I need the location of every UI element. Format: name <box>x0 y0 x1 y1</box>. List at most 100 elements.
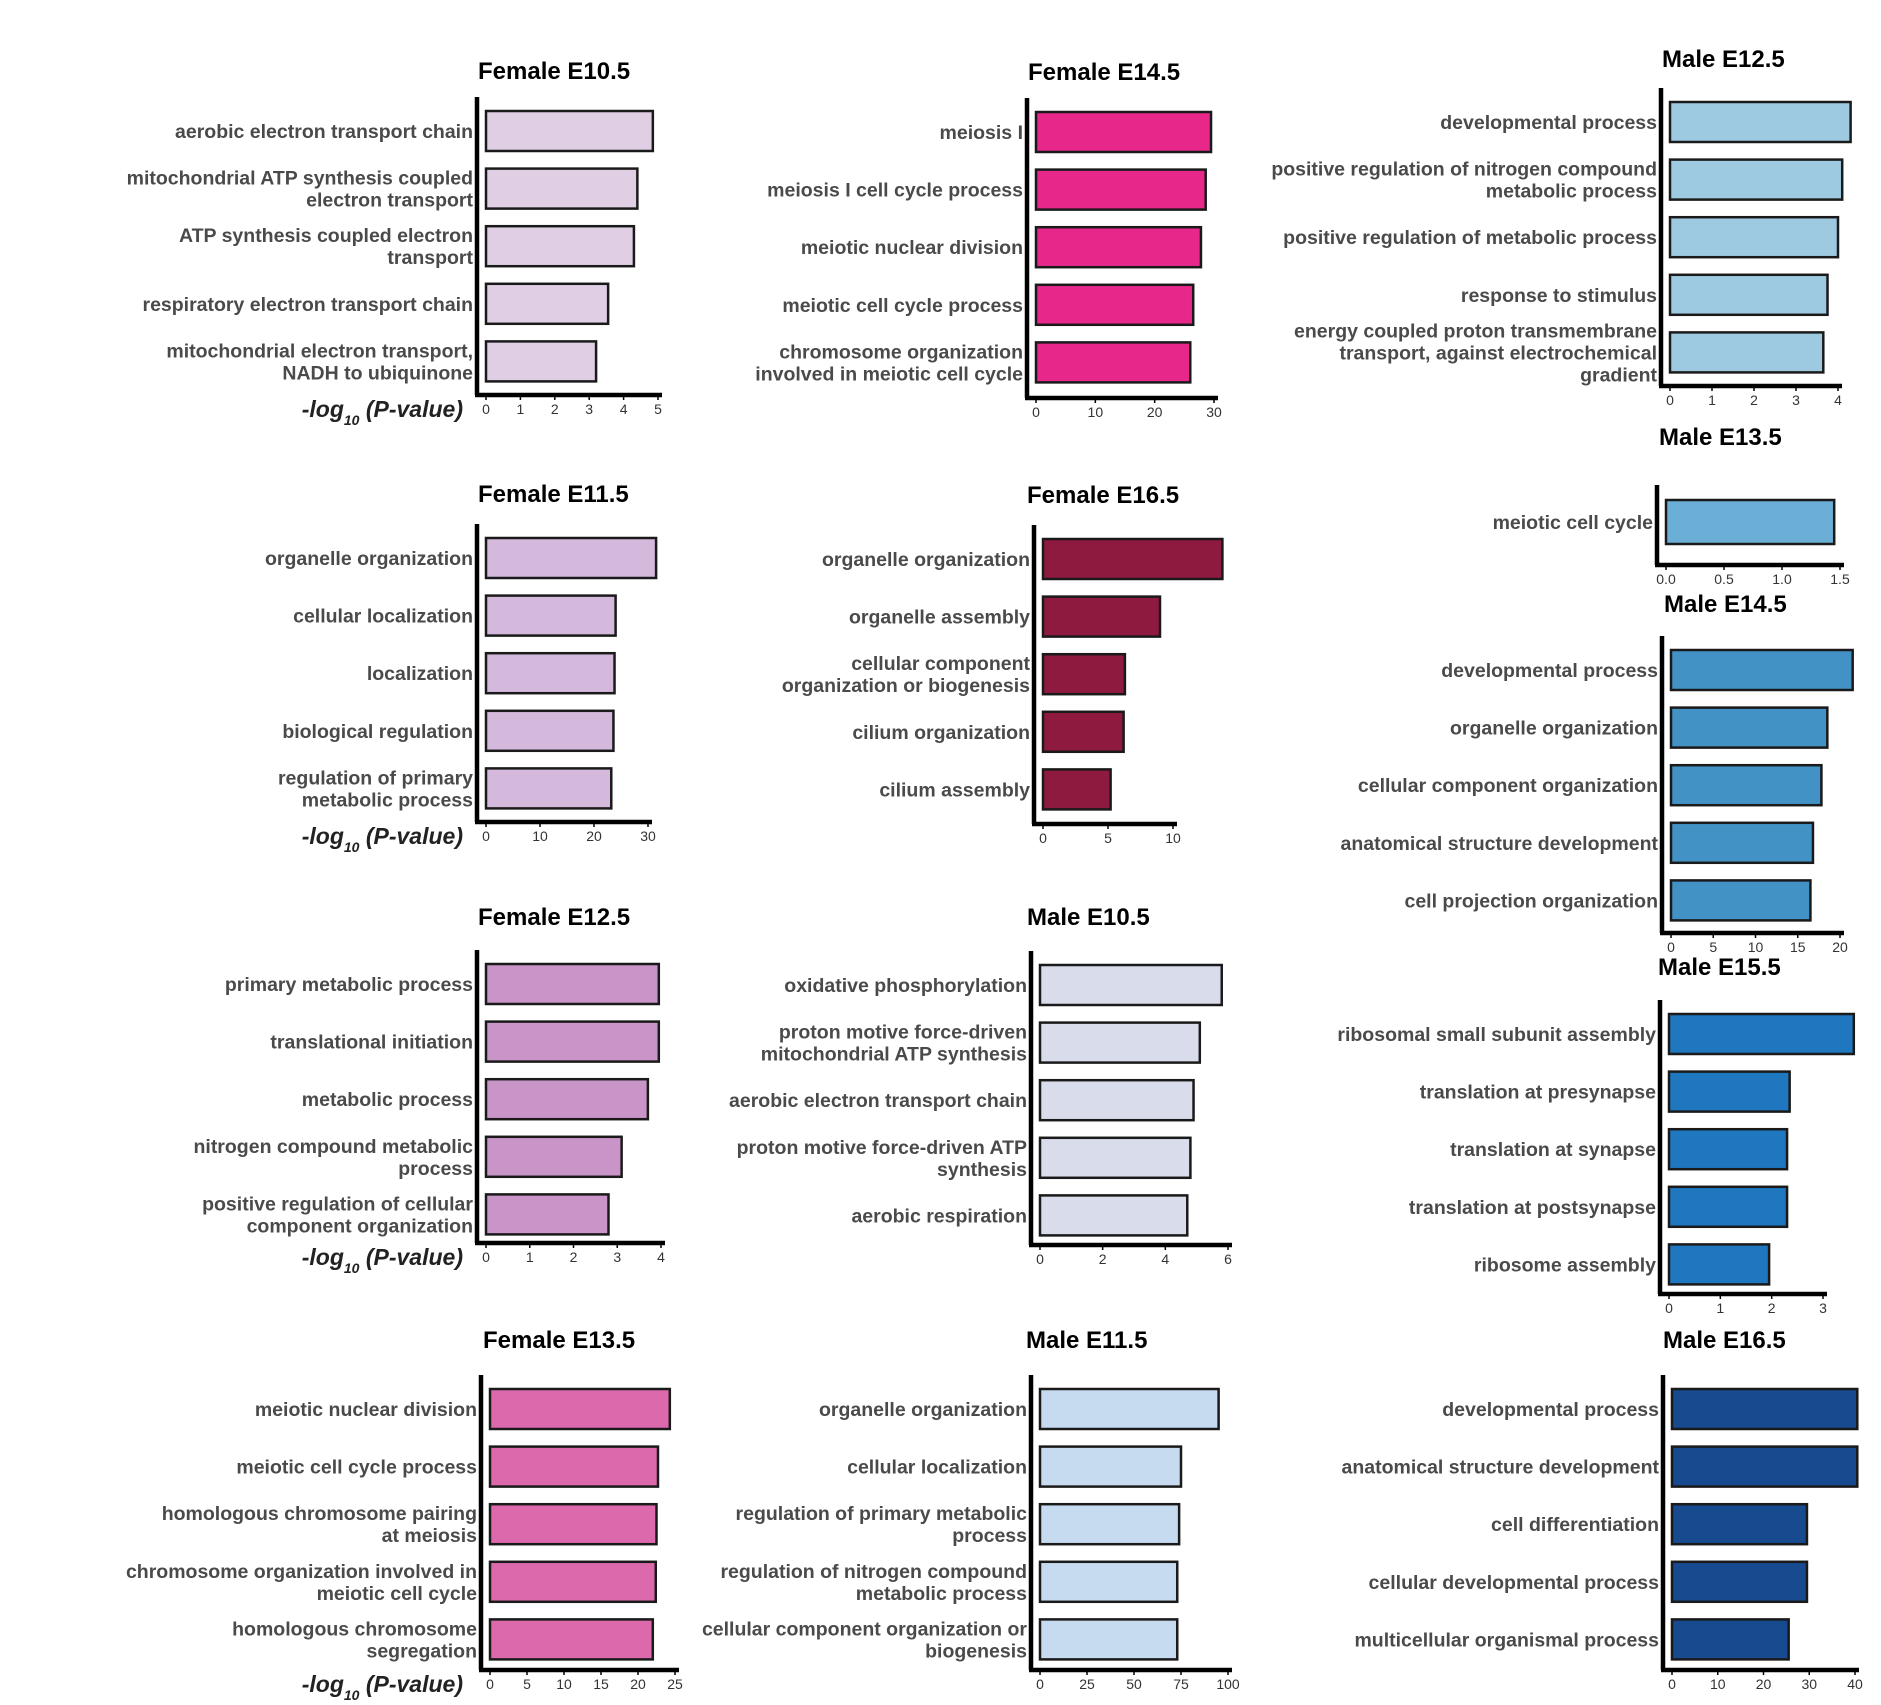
bar <box>1034 341 1192 384</box>
category-label: mitochondrial electron transport, NADH to… <box>166 340 473 384</box>
bar <box>1670 1618 1790 1661</box>
x-tick-label: 1.5 <box>1830 571 1850 587</box>
chart-panel: Male E15.5 ribosomal small subunit assemb… <box>1337 954 1856 1316</box>
x-tick-label: 1 <box>526 1249 534 1265</box>
x-tick-label: 0 <box>1665 1300 1673 1316</box>
x-tick-label: 30 <box>640 828 656 844</box>
category-label: organelle organization <box>819 1399 1027 1421</box>
x-tick-label: 0 <box>1667 939 1675 955</box>
x-tick-label: 3 <box>613 1249 621 1265</box>
category-label: translational initiation <box>270 1032 473 1054</box>
chart-title: Female E10.5 <box>478 58 630 85</box>
category-label: oxidative phosphorylation <box>784 975 1027 997</box>
category-label: aerobic respiration <box>851 1205 1027 1227</box>
x-tick-label: 10 <box>532 828 548 844</box>
bar <box>1038 1387 1220 1431</box>
category-label: meiosis I <box>940 122 1023 144</box>
x-tick-label: 25 <box>1079 1676 1095 1692</box>
chart-title: Male E11.5 <box>1026 1327 1147 1354</box>
category-label: mitochondrial ATP synthesis coupled elect… <box>127 168 474 212</box>
category-label: meiotic cell cycle <box>1493 512 1654 534</box>
category-label: cellular developmental process <box>1369 1572 1660 1594</box>
bar <box>1669 821 1815 865</box>
x-tick-label: 4 <box>620 401 628 417</box>
bar <box>1034 225 1203 269</box>
bar <box>1668 158 1844 201</box>
chart-panel: Male E13.5 meiotic cell cycle 0.0 0.5 1.0 1.5 <box>1493 424 1850 587</box>
x-tick-label: 20 <box>1756 1676 1772 1692</box>
bar <box>484 709 615 753</box>
bar <box>1038 1136 1192 1180</box>
category-label: homologous chromosome segregation <box>232 1618 477 1662</box>
category-label: proton motive force-driven ATP synthesis <box>737 1137 1028 1181</box>
category-label: meiotic cell cycle process <box>236 1457 477 1479</box>
chart-panel: Male E16.5 developmental process anatomica… <box>1341 1327 1863 1692</box>
bar <box>1668 273 1829 317</box>
bar <box>1667 1243 1771 1286</box>
category-label: cellular localization <box>293 606 473 628</box>
bar <box>1041 537 1224 581</box>
x-tick-label: 0 <box>1668 1676 1676 1692</box>
category-label: cilium organization <box>852 722 1030 744</box>
x-tick-label: 0 <box>482 401 490 417</box>
bar <box>488 1387 672 1431</box>
category-label: regulation of primary metabolic process <box>278 767 473 811</box>
bar <box>1669 648 1854 692</box>
bar <box>484 651 616 695</box>
category-label: cellular component organization or biogen… <box>702 1618 1027 1662</box>
bar <box>488 1445 660 1488</box>
chart-title: Male E10.5 <box>1027 904 1150 931</box>
x-tick-label: 6 <box>1224 1251 1232 1267</box>
x-tick-label: 100 <box>1216 1676 1240 1692</box>
x-axis-label: -log10 (P-value) <box>302 396 463 428</box>
x-tick-label: 0 <box>1036 1676 1044 1692</box>
category-label: organelle assembly <box>849 607 1030 629</box>
bar <box>484 1077 650 1121</box>
x-tick-label: 20 <box>586 828 602 844</box>
category-label: ribosome assembly <box>1474 1254 1656 1276</box>
x-tick-label: 5 <box>523 1676 531 1692</box>
x-tick-label: 30 <box>1801 1676 1817 1692</box>
chart-title: Female E12.5 <box>478 904 630 931</box>
chart-title: Male E12.5 <box>1662 46 1785 73</box>
x-tick-label: 15 <box>593 1676 609 1692</box>
category-label: organelle organization <box>822 549 1030 571</box>
bar <box>484 536 658 580</box>
category-label: cellular component organization or biogen… <box>782 653 1031 697</box>
bar <box>1041 595 1162 638</box>
bar <box>1667 1070 1791 1113</box>
category-label: positive regulation of nitrogen compound… <box>1271 159 1657 203</box>
x-tick-label: 2 <box>1750 392 1758 408</box>
x-tick-label: 4 <box>657 1249 665 1265</box>
category-label: positive regulation of metabolic process <box>1283 227 1657 249</box>
x-tick-label: 1 <box>517 401 525 417</box>
x-tick-label: 10 <box>1748 939 1764 955</box>
category-label: translation at postsynapse <box>1409 1197 1656 1219</box>
x-tick-label: 0 <box>1032 404 1040 420</box>
category-label: ATP synthesis coupled electron transport <box>179 225 474 269</box>
bar <box>1038 1021 1202 1064</box>
x-tick-label: 2 <box>551 401 559 417</box>
category-label: proton motive force-driven mitochondrial … <box>761 1022 1027 1066</box>
chart-panel: Female E11.5 organelle organization cellul… <box>265 481 658 855</box>
category-label: developmental process <box>1442 1399 1659 1421</box>
category-label: response to stimulus <box>1461 285 1657 307</box>
x-axis-label: -log10 (P-value) <box>302 823 463 855</box>
category-label: localization <box>367 663 473 685</box>
bar <box>1667 1127 1789 1171</box>
bar <box>488 1502 658 1546</box>
chart-panel: Female E16.5 organelle organization organe… <box>782 482 1224 846</box>
bar <box>1038 1618 1179 1661</box>
x-tick-label: 0 <box>1666 392 1674 408</box>
bar <box>1038 1194 1189 1237</box>
bar <box>484 340 598 383</box>
category-label: energy coupled proton transmembrane trans… <box>1294 320 1657 386</box>
category-label: chromosome organization involved in meiot… <box>126 1561 477 1605</box>
bar <box>484 109 655 153</box>
bar <box>484 167 639 210</box>
bar <box>1041 710 1125 754</box>
category-label: regulation of nitrogen compound metabolic… <box>720 1561 1027 1605</box>
bar <box>1670 1502 1809 1546</box>
x-tick-label: 4 <box>1161 1251 1169 1267</box>
x-tick-label: 50 <box>1126 1676 1142 1692</box>
